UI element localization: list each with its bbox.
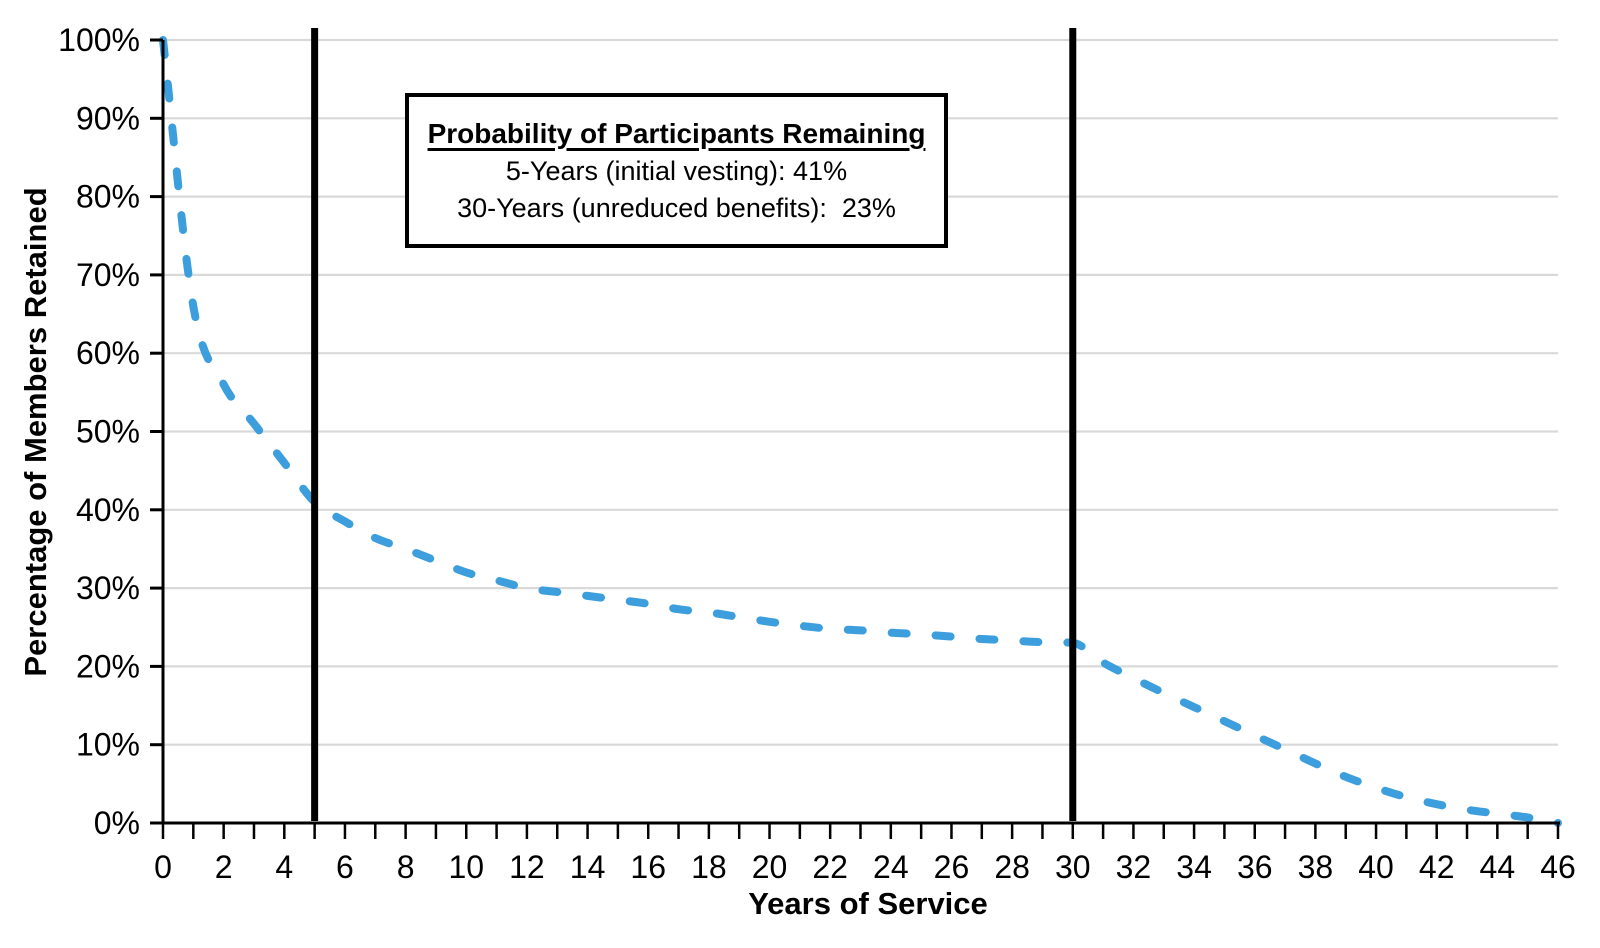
y-tick-label: 60% [76,335,140,371]
y-tick-label: 0% [94,805,140,841]
x-tick-label: 0 [154,849,172,885]
x-tick-label: 46 [1540,849,1576,885]
x-tick-label: 12 [509,849,545,885]
y-axis-title: Percentage of Members Retained [18,187,53,677]
annotation-title: Probability of Participants Remaining [427,117,926,149]
x-tick-label: 28 [994,849,1030,885]
annotation-line-30yr: 30-Years (unreduced benefits): 23% [457,192,896,223]
y-tick-label: 40% [76,492,140,528]
x-axis-title: Years of Service [748,886,988,921]
x-tick-label: 26 [934,849,970,885]
y-tick-label: 80% [76,179,140,215]
x-tick-label: 10 [448,849,484,885]
x-tick-label: 18 [691,849,727,885]
x-tick-label: 34 [1176,849,1212,885]
x-tick-label: 24 [873,849,909,885]
y-tick-label: 50% [76,414,140,450]
x-tick-label: 40 [1358,849,1394,885]
y-tick-label: 70% [76,257,140,293]
x-tick-label: 2 [215,849,233,885]
x-tick-label: 42 [1419,849,1455,885]
x-tick-label: 32 [1116,849,1152,885]
x-tick-label: 16 [630,849,666,885]
y-tick-label: 100% [58,22,140,58]
annotation-line-5yr: 5-Years (initial vesting): 41% [505,155,848,186]
x-tick-label: 36 [1237,849,1273,885]
x-tick-label: 20 [752,849,788,885]
x-tick-label: 6 [336,849,354,885]
x-tick-label: 4 [275,849,293,885]
annotation-box: Probability of Participants Remaining 5-… [405,93,948,248]
y-tick-label: 90% [76,100,140,136]
x-tick-label: 22 [812,849,848,885]
y-tick-label: 30% [76,570,140,606]
x-tick-label: 8 [397,849,415,885]
x-tick-label: 44 [1480,849,1516,885]
retention-curve [159,36,1562,827]
x-tick-label: 30 [1055,849,1091,885]
x-tick-label: 14 [570,849,606,885]
x-tick-label: 38 [1298,849,1334,885]
y-tick-label: 20% [76,648,140,684]
y-tick-label: 10% [76,727,140,763]
